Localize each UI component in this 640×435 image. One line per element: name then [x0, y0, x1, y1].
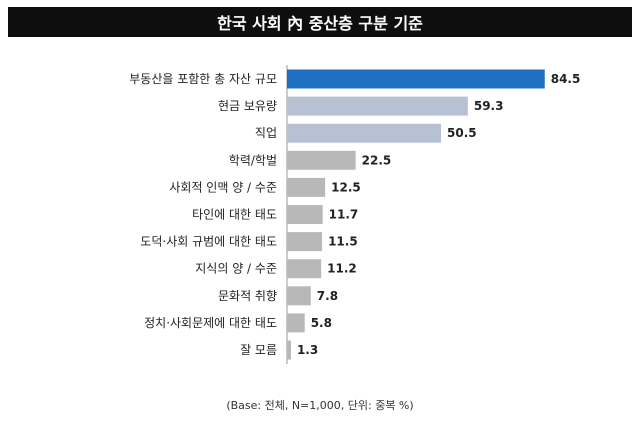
value-label: 1.3 — [297, 343, 318, 357]
value-label: 84.5 — [551, 72, 581, 86]
bar — [287, 205, 323, 224]
value-label: 11.2 — [327, 262, 357, 276]
bar — [287, 150, 356, 170]
value-label: 12.5 — [331, 180, 361, 194]
bar — [287, 232, 323, 252]
value-label: 11.5 — [328, 235, 358, 249]
value-label: 7.8 — [317, 289, 338, 303]
category-label: 타인에 대한 태도 — [192, 208, 277, 222]
chart-title: 한국 사회 內 중산층 구분 기준 — [8, 7, 632, 37]
bar — [287, 259, 322, 279]
bar — [287, 123, 442, 143]
bar — [287, 313, 305, 333]
category-label: 직업 — [255, 126, 277, 140]
category-label: 사회적 인맥 양 / 수준 — [169, 180, 277, 194]
value-label: 50.5 — [447, 126, 477, 140]
category-label: 정치·사회문제에 대한 태도 — [144, 316, 277, 330]
bar — [287, 69, 545, 89]
value-label: 5.8 — [311, 316, 332, 330]
category-label: 잘 모름 — [240, 343, 277, 357]
value-label: 11.7 — [329, 208, 359, 222]
value-label: 22.5 — [362, 153, 392, 167]
category-label: 학력/학벌 — [229, 153, 277, 167]
category-label: 부동산을 포함한 총 자산 규모 — [129, 72, 277, 86]
value-label: 59.3 — [474, 99, 504, 113]
category-label: 도덕·사회 규범에 대한 태도 — [140, 235, 277, 249]
category-label: 현금 보유량 — [218, 99, 277, 113]
category-label: 지식의 양 / 수준 — [195, 262, 277, 276]
category-label: 문화적 취향 — [218, 289, 277, 303]
base-note: (Base: 전체, N=1,000, 단위: 중복 %) — [226, 399, 414, 412]
bar — [287, 177, 326, 197]
bar — [287, 96, 468, 116]
bar — [287, 340, 291, 360]
bar — [287, 286, 311, 306]
